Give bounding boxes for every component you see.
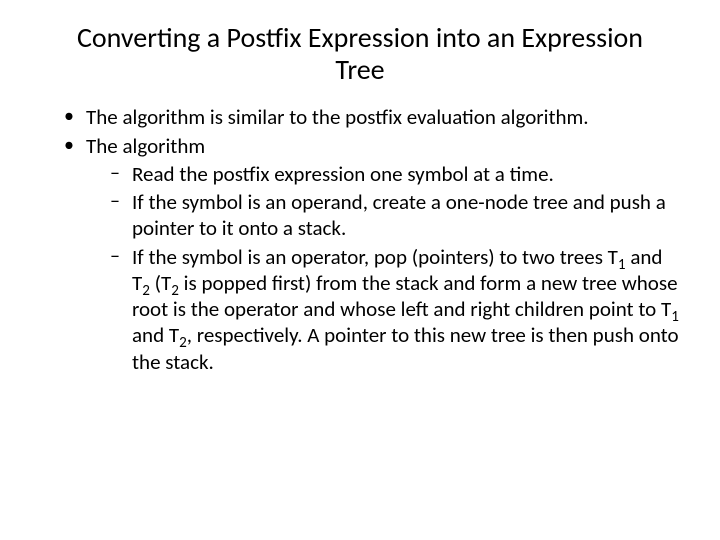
bullet-text: If the symbol is an operator, pop (point… bbox=[132, 244, 618, 270]
bullet-text: If the symbol is an operand, create a on… bbox=[132, 189, 666, 241]
list-item: If the symbol is an operand, create a on… bbox=[110, 189, 680, 242]
slide-title: Converting a Postfix Expression into an … bbox=[40, 22, 680, 86]
slide-body: The algorithm is similar to the postfix … bbox=[40, 104, 680, 375]
bullet-text: The algorithm bbox=[86, 133, 205, 159]
bullet-text: is popped first) from the stack and form… bbox=[132, 270, 678, 322]
list-item: The algorithm Read the postfix expressio… bbox=[64, 133, 680, 375]
bullet-list: The algorithm is similar to the postfix … bbox=[40, 104, 680, 375]
list-item: Read the postfix expression one symbol a… bbox=[110, 161, 680, 187]
bullet-text: Read the postfix expression one symbol a… bbox=[132, 161, 554, 187]
list-item: The algorithm is similar to the postfix … bbox=[64, 104, 680, 130]
bullet-text: , respectively. A pointer to this new tr… bbox=[132, 322, 679, 374]
bullet-text: and T bbox=[132, 322, 179, 348]
list-item: If the symbol is an operator, pop (point… bbox=[110, 244, 680, 375]
bullet-text: The algorithm is similar to the postfix … bbox=[86, 104, 589, 130]
sub-bullet-list: Read the postfix expression one symbol a… bbox=[86, 161, 680, 375]
bullet-text: (T bbox=[150, 270, 171, 296]
slide: Converting a Postfix Expression into an … bbox=[0, 0, 720, 540]
